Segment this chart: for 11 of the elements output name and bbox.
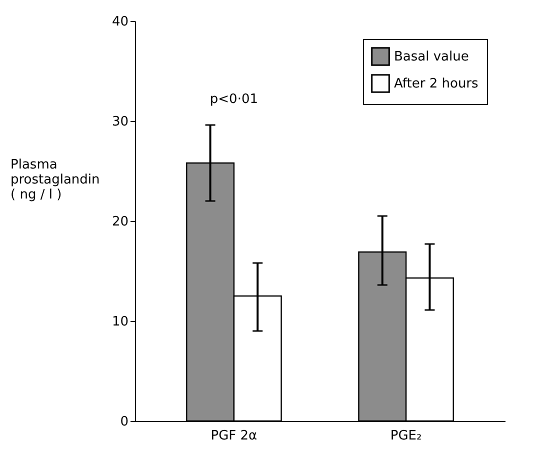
legend-label: After 2 hours bbox=[394, 76, 479, 92]
legend-label: Basal value bbox=[394, 50, 469, 64]
y-tick-label: 10 bbox=[112, 314, 128, 330]
x-tick-label: PGE₂ bbox=[390, 428, 422, 444]
y-tick-label: 40 bbox=[112, 14, 128, 30]
annotation: p<0·01 bbox=[210, 92, 258, 107]
y-tick-label: 30 bbox=[112, 114, 128, 130]
y-tick-label: 0 bbox=[120, 414, 128, 430]
x-tick-label: PGF 2α bbox=[210, 428, 258, 444]
y-tick-label: 20 bbox=[112, 214, 128, 230]
y-axis-title: Plasma prostaglandin ( ng / l ) bbox=[10, 158, 100, 202]
